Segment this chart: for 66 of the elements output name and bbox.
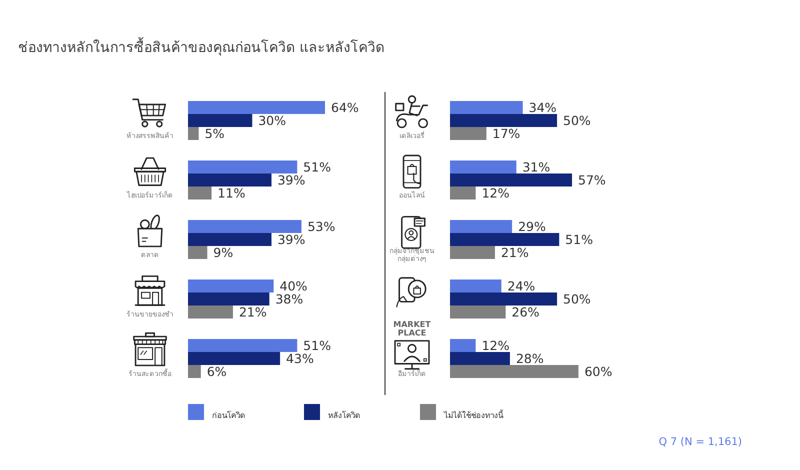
data-label: 6% bbox=[206, 364, 227, 379]
data-label: 12% bbox=[482, 338, 510, 353]
data-label: 21% bbox=[238, 304, 267, 320]
bar bbox=[450, 352, 510, 365]
data-label: 57% bbox=[578, 172, 606, 188]
data-label: 28% bbox=[516, 351, 544, 366]
bar bbox=[450, 246, 495, 259]
legend-label: ไม่ได้ใช้ช่องทางนี้ bbox=[443, 409, 504, 420]
bar bbox=[450, 220, 512, 233]
bar bbox=[188, 365, 201, 378]
bar bbox=[188, 127, 199, 140]
data-label: 29% bbox=[518, 219, 546, 234]
bar bbox=[188, 292, 270, 306]
data-label: 39% bbox=[277, 232, 306, 247]
bar bbox=[450, 365, 578, 378]
data-label: 5% bbox=[204, 126, 225, 141]
data-label: 24% bbox=[507, 278, 536, 294]
data-label: 51% bbox=[303, 338, 332, 353]
bar bbox=[188, 186, 212, 200]
data-label: 51% bbox=[565, 232, 594, 247]
data-label: 53% bbox=[307, 219, 336, 234]
data-label: 11% bbox=[218, 186, 246, 200]
data-label: 17% bbox=[492, 126, 520, 141]
bar bbox=[450, 101, 523, 114]
data-label: 12% bbox=[482, 186, 510, 200]
data-label: 43% bbox=[286, 351, 314, 366]
bar bbox=[188, 233, 272, 246]
legend-label: หลังโควิด bbox=[328, 410, 360, 420]
bar bbox=[188, 246, 208, 259]
legend-label: ก่อนโควิด bbox=[212, 410, 245, 420]
bar bbox=[188, 339, 298, 352]
data-label: 60% bbox=[584, 364, 612, 379]
bar bbox=[188, 160, 298, 174]
data-label: 30% bbox=[258, 113, 286, 128]
bar bbox=[188, 174, 272, 186]
data-label: 64% bbox=[331, 100, 359, 115]
data-label: 34% bbox=[528, 100, 557, 115]
bar bbox=[450, 114, 558, 127]
bar bbox=[188, 352, 280, 365]
bar bbox=[188, 280, 274, 292]
bar bbox=[188, 101, 325, 114]
data-label: 26% bbox=[512, 304, 540, 320]
bar bbox=[188, 220, 302, 233]
bar bbox=[450, 186, 476, 200]
bar bbox=[450, 127, 486, 140]
bar bbox=[188, 306, 233, 318]
bar bbox=[450, 174, 572, 186]
data-label: 39% bbox=[277, 172, 306, 188]
text: MARKET PLACE bbox=[393, 320, 432, 338]
bar bbox=[450, 280, 502, 292]
data-label: 40% bbox=[280, 278, 308, 294]
data-label: 9% bbox=[213, 245, 234, 260]
bar bbox=[188, 114, 252, 127]
data-label: 31% bbox=[522, 160, 550, 174]
data-label: 51% bbox=[303, 160, 332, 174]
data-label: 38% bbox=[275, 292, 304, 306]
text: Q 7 (N = 1,161) bbox=[658, 436, 742, 448]
bar bbox=[450, 233, 560, 246]
bar bbox=[450, 160, 516, 174]
chart-title: ช่องทางหลักในการซื้อสินค้าของคุณก่อนโควิด และหลังโควิด bbox=[18, 37, 384, 56]
bar bbox=[450, 306, 506, 318]
data-label: 21% bbox=[500, 245, 529, 260]
bar bbox=[450, 292, 558, 306]
data-label: 50% bbox=[563, 113, 591, 128]
data-label: 50% bbox=[563, 292, 591, 306]
bar bbox=[450, 339, 476, 352]
